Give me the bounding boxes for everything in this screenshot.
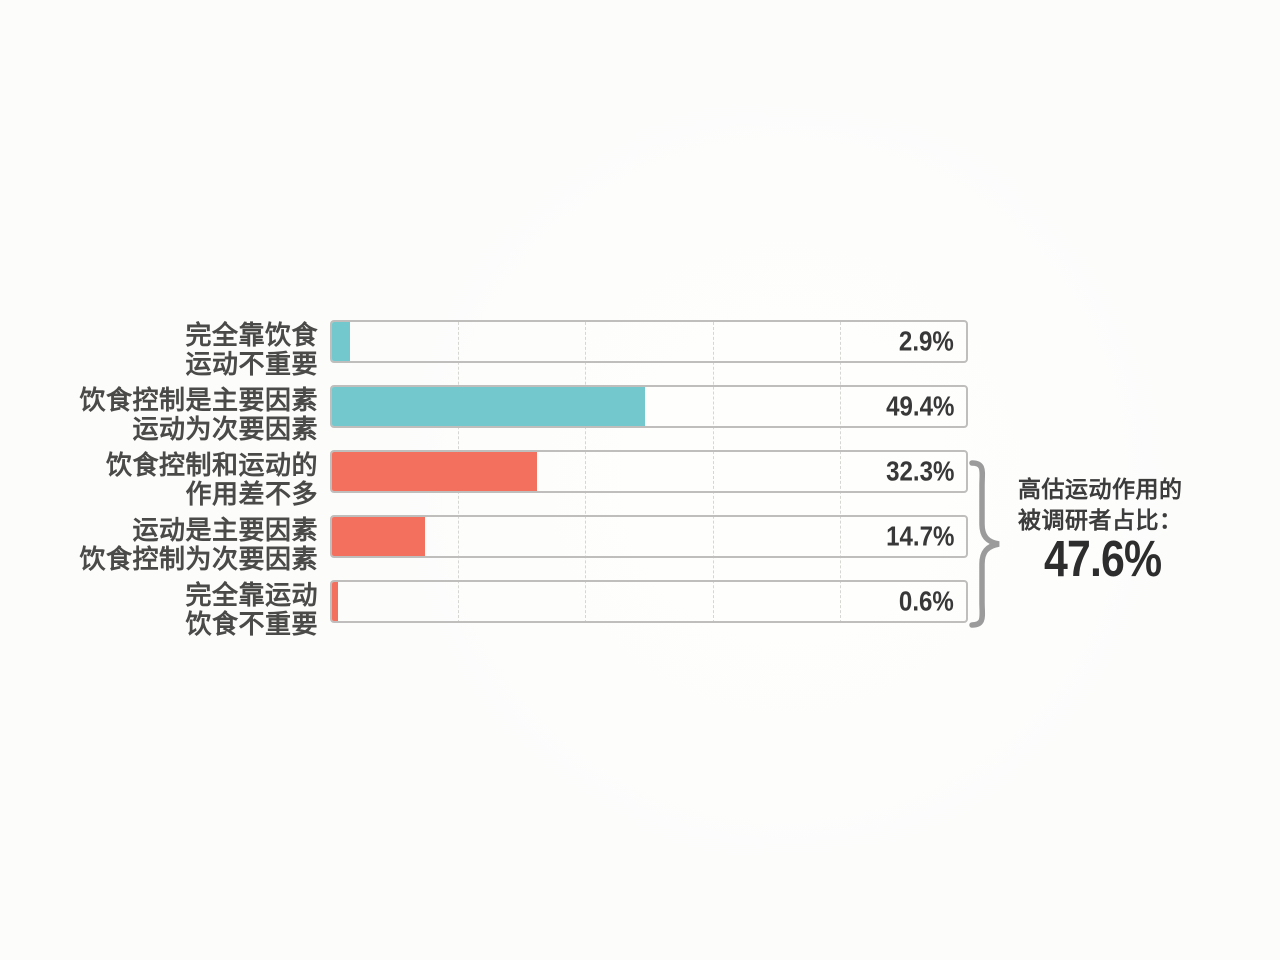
category-label: 运动是主要因素 饮食控制为次要因素 <box>60 515 330 574</box>
brace-icon <box>969 460 1000 628</box>
category-label-line: 饮食控制是主要因素 <box>79 385 318 415</box>
bar-fill <box>332 322 351 361</box>
bar-row: 饮食控制和运动的 作用差不多 32.3% <box>60 450 968 509</box>
bar-track: 0.6% <box>330 580 968 623</box>
bar-chart: 完全靠饮食 运动不重要 2.9% 饮食控制是主要因素 运动为次要因素 49.4%… <box>60 320 968 639</box>
category-label: 饮食控制和运动的 作用差不多 <box>60 450 330 509</box>
bar-row: 运动是主要因素 饮食控制为次要因素 14.7% <box>60 515 968 574</box>
bar-fill <box>332 387 646 426</box>
value-label: 14.7% <box>885 519 954 551</box>
bar-track: 14.7% <box>330 515 968 558</box>
category-label: 完全靠运动 饮食不重要 <box>60 580 330 639</box>
value-label: 32.3% <box>885 454 954 486</box>
category-label-line: 运动是主要因素 <box>132 515 318 545</box>
category-label-line: 饮食控制为次要因素 <box>79 544 318 574</box>
bar-row: 饮食控制是主要因素 运动为次要因素 49.4% <box>60 385 968 444</box>
bar-row: 完全靠饮食 运动不重要 2.9% <box>60 320 968 379</box>
annotation: 高估运动作用的 被调研者占比： 47.6% <box>1018 474 1184 587</box>
bar-track: 32.3% <box>330 450 968 493</box>
value-label: 2.9% <box>899 324 954 356</box>
category-label-line: 完全靠饮食 <box>185 320 318 350</box>
bar-track: 49.4% <box>330 385 968 428</box>
category-label-line: 饮食控制和运动的 <box>105 450 318 480</box>
bar-fill <box>332 517 426 556</box>
bar-fill <box>332 582 338 621</box>
category-label-line: 运动不重要 <box>185 349 318 379</box>
category-label-line: 运动为次要因素 <box>132 414 318 444</box>
category-label-line: 饮食不重要 <box>185 609 318 639</box>
bar-track: 2.9% <box>330 320 968 363</box>
category-label-line: 作用差不多 <box>185 479 318 509</box>
annotation-value: 47.6% <box>1044 530 1162 587</box>
bar-row: 完全靠运动 饮食不重要 0.6% <box>60 580 968 639</box>
category-label: 饮食控制是主要因素 运动为次要因素 <box>60 385 330 444</box>
bar-fill <box>332 452 537 491</box>
value-label: 49.4% <box>885 389 954 421</box>
category-label: 完全靠饮食 运动不重要 <box>60 320 330 379</box>
annotation-line: 被调研者占比： <box>1018 507 1183 533</box>
category-label-line: 完全靠运动 <box>185 580 318 610</box>
value-label: 0.6% <box>899 584 954 616</box>
annotation-line: 高估运动作用的 <box>1018 476 1183 502</box>
